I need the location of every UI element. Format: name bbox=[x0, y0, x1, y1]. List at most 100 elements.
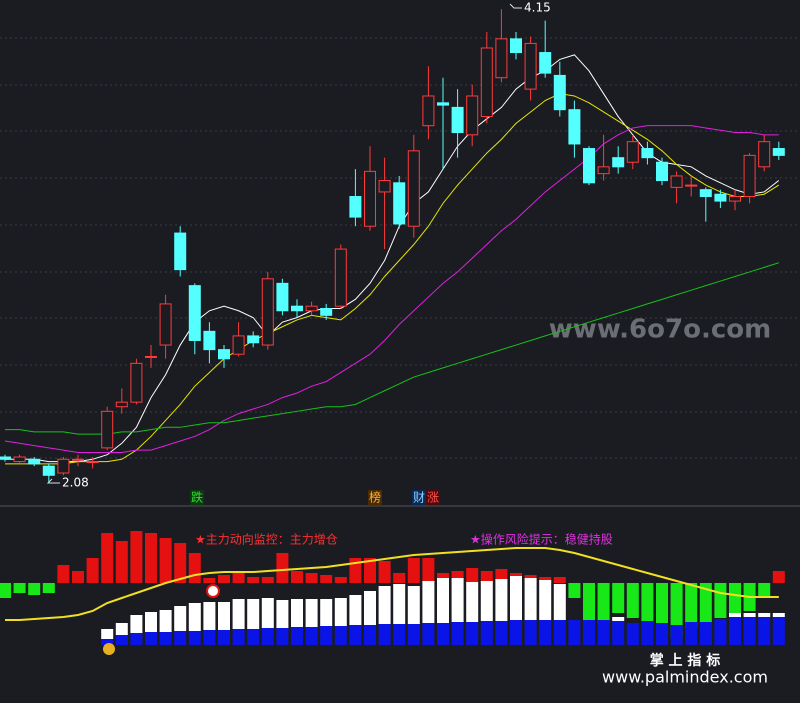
candle-body bbox=[656, 161, 668, 182]
blue-bar bbox=[510, 620, 522, 645]
candle-body bbox=[641, 148, 654, 159]
footer-url: www.palmindex.com bbox=[602, 668, 768, 687]
candle-body bbox=[188, 285, 201, 341]
tag-bg bbox=[426, 490, 440, 505]
ma-line bbox=[5, 93, 780, 465]
blue-bar bbox=[276, 628, 289, 645]
candle-body bbox=[276, 282, 289, 312]
white-bar bbox=[232, 599, 245, 629]
candle-body bbox=[247, 335, 260, 344]
blue-bar bbox=[524, 620, 537, 645]
candle-body bbox=[699, 189, 712, 198]
candle-body bbox=[407, 150, 420, 227]
flow-bar bbox=[72, 571, 84, 583]
flow-bar bbox=[685, 583, 698, 628]
blue-bar bbox=[699, 622, 712, 645]
blue-bar bbox=[641, 621, 654, 645]
white-bar bbox=[276, 600, 289, 628]
flow-bar bbox=[553, 577, 566, 583]
white-bar bbox=[174, 606, 187, 631]
tag-bg bbox=[368, 490, 382, 505]
watermark: www.6o7o.com bbox=[549, 315, 771, 345]
blue-bar bbox=[291, 627, 303, 645]
white-bar bbox=[510, 576, 522, 620]
white-bar bbox=[247, 599, 260, 629]
candle-body bbox=[159, 303, 172, 346]
white-bar bbox=[203, 602, 216, 630]
blue-bar bbox=[670, 625, 683, 645]
blue-bar bbox=[174, 631, 187, 645]
blue-bar bbox=[758, 617, 771, 645]
candle-body bbox=[772, 148, 785, 156]
blue-bar bbox=[714, 619, 727, 645]
candle-body bbox=[13, 456, 26, 463]
white-bar bbox=[407, 586, 420, 624]
flow-bar bbox=[247, 577, 260, 583]
candle-body bbox=[510, 38, 522, 54]
flow-bar bbox=[422, 558, 435, 583]
white-bar bbox=[334, 598, 347, 626]
blue-bar bbox=[422, 623, 435, 645]
white-bar bbox=[130, 615, 143, 633]
blue-bar bbox=[612, 621, 625, 645]
candle-body bbox=[685, 184, 698, 187]
white-bar bbox=[758, 613, 771, 617]
blue-bar bbox=[261, 628, 274, 645]
blue-bar bbox=[495, 621, 508, 645]
candle-body bbox=[57, 458, 70, 474]
candle-body bbox=[437, 102, 449, 106]
candle-body bbox=[320, 307, 333, 316]
white-bar bbox=[378, 586, 391, 624]
flow-bar bbox=[86, 558, 99, 583]
candle-body bbox=[203, 330, 216, 351]
flow-bar bbox=[626, 583, 639, 618]
flow-bar bbox=[714, 583, 727, 618]
white-bar bbox=[349, 595, 362, 625]
white-bar bbox=[466, 582, 479, 622]
white-bar bbox=[115, 623, 128, 635]
candle-body bbox=[0, 456, 11, 460]
flow-bar bbox=[729, 583, 741, 613]
candle-body bbox=[714, 193, 727, 202]
flow-bar bbox=[378, 561, 391, 583]
high-label: 4.15 bbox=[524, 1, 551, 15]
flow-bar bbox=[174, 543, 187, 583]
blue-bar bbox=[743, 617, 756, 645]
flow-bar bbox=[188, 553, 201, 583]
candle-body bbox=[115, 401, 128, 408]
tag: 财 bbox=[413, 491, 425, 505]
candle-body bbox=[480, 47, 493, 118]
blue-bar bbox=[553, 620, 566, 645]
white-bar bbox=[145, 612, 157, 632]
candle-body bbox=[422, 95, 435, 127]
candle-body bbox=[232, 335, 245, 355]
flow-bar bbox=[101, 533, 114, 583]
flow-bar bbox=[364, 558, 376, 583]
flow-bar bbox=[28, 583, 41, 595]
candle-body bbox=[451, 106, 464, 134]
indicator-line bbox=[5, 547, 779, 621]
flow-bar bbox=[597, 583, 610, 623]
ma-line bbox=[5, 262, 779, 435]
blue-bar bbox=[334, 626, 347, 645]
candle-body bbox=[72, 458, 84, 461]
candle-body bbox=[729, 196, 741, 202]
flow-bar bbox=[261, 577, 274, 583]
flow-bar bbox=[159, 538, 172, 583]
flow-bar bbox=[641, 583, 654, 623]
white-bar bbox=[393, 584, 406, 624]
candle-body bbox=[28, 458, 41, 465]
money-icon bbox=[103, 643, 115, 655]
candle-body bbox=[291, 305, 303, 312]
white-bar bbox=[305, 599, 318, 627]
flow-bar bbox=[0, 583, 11, 598]
flow-bar bbox=[218, 575, 230, 583]
blue-bar bbox=[378, 624, 391, 645]
flow-bar bbox=[772, 571, 785, 583]
white-bar bbox=[743, 613, 756, 617]
white-bar bbox=[524, 578, 537, 620]
candle-body bbox=[334, 248, 347, 307]
flow-bar bbox=[334, 577, 347, 583]
